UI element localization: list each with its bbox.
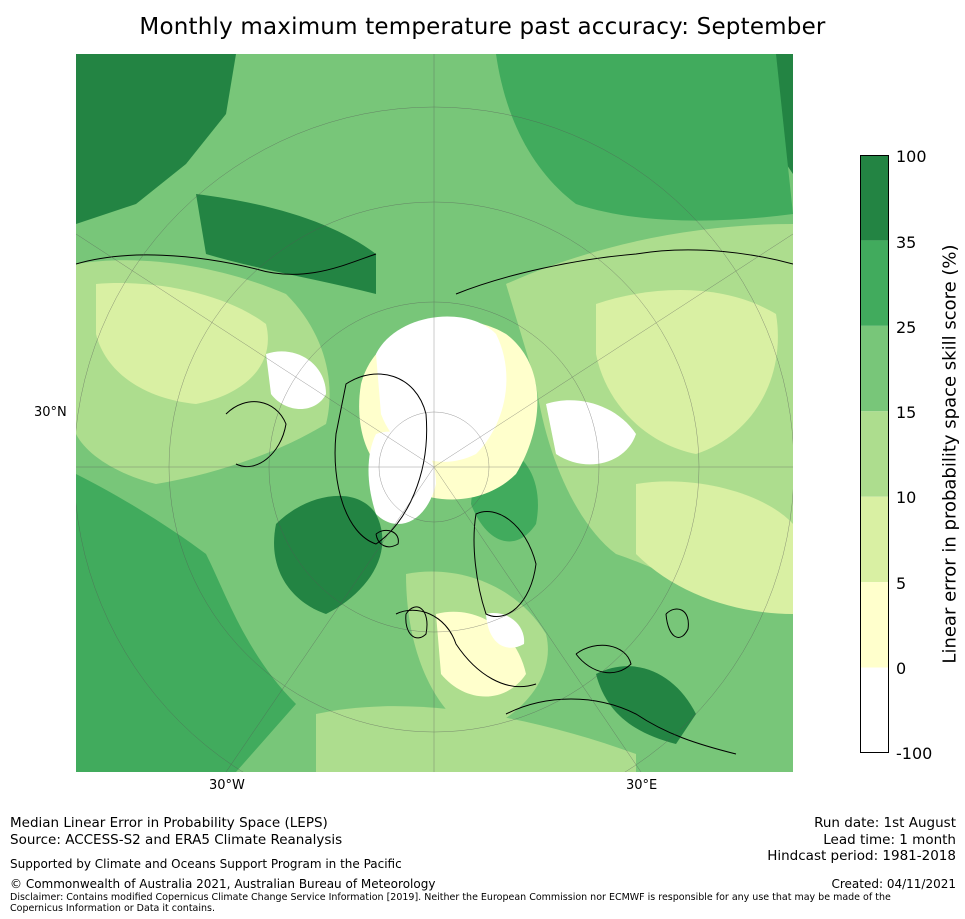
colorbar-tick-5: 5 (896, 574, 907, 593)
map-title: Monthly maximum temperature past accurac… (139, 14, 826, 40)
colorbar-tick-15: 15 (896, 403, 917, 422)
coastline-eurasia-north (455, 249, 793, 295)
coastline-greenland (334, 373, 428, 545)
skill-region-white-siberia (546, 400, 636, 465)
graticule-meridian-nw (76, 233, 435, 468)
graticule (76, 54, 793, 772)
skill-region-dark-atlantic-south (274, 495, 383, 614)
skill-region-pale-canada (96, 283, 268, 404)
footer-copyright: © Commonwealth of Australia 2021, Austra… (10, 877, 436, 891)
skill-region-pale-siberia (596, 290, 778, 454)
colorbar-bin-25-35 (860, 240, 889, 326)
colorbar-label: Linear error in probability space skill … (939, 244, 961, 664)
graticule-meridian-30e (433, 466, 642, 772)
skill-region-dark-atlantic (76, 54, 236, 224)
footer-lead-time: Lead time: 1 month (823, 832, 956, 848)
colorbar-tick-minus100: -100 (896, 744, 933, 763)
skill-region-medium-4 (496, 54, 793, 221)
coastline-britain (405, 606, 428, 639)
lon-label-30w: 30°W (209, 778, 245, 793)
skill-region-white-canada (266, 351, 326, 409)
lon-label-30e: 30°E (626, 778, 658, 793)
coastline-black-sea (575, 644, 632, 674)
colorbar-bin-35-100 (860, 155, 889, 241)
lat-label-30n: 30°N (34, 405, 67, 420)
coastline-mediterranean (505, 698, 737, 755)
footer-created: Created: 04/11/2021 (831, 877, 956, 891)
colorbar-bin-5-10 (860, 496, 889, 583)
skill-region-white-greenland (368, 431, 436, 524)
colorbar-tick-10: 10 (896, 488, 917, 507)
footer-method: Median Linear Error in Probability Space… (10, 815, 328, 831)
skill-score-map (76, 54, 793, 772)
footer-source: Source: ACCESS-S2 and ERA5 Climate Reana… (10, 832, 343, 848)
skill-region-white-europe (486, 613, 525, 648)
skill-region-medium (76, 474, 296, 772)
coastline-iceland (375, 529, 399, 548)
skill-region-light-africa (316, 706, 636, 772)
colorbar-tick-0: 0 (896, 659, 907, 678)
colorbar-frame (860, 155, 889, 753)
skill-region-pale-asia (636, 481, 793, 614)
colorbar-tick-100: 100 (896, 147, 927, 166)
coastline-hudson-bay (225, 401, 287, 468)
coastlines (76, 249, 793, 755)
graticule-meridian-ne (433, 233, 793, 468)
footer-run-date: Run date: 1st August (814, 815, 956, 831)
footer-support: Supported by Climate and Oceans Support … (10, 857, 402, 871)
coastline-europe (395, 609, 537, 688)
colorbar-bin-0-5 (860, 582, 889, 668)
skill-region-white-arctic (376, 316, 507, 462)
footer-hindcast: Hindcast period: 1981-2018 (767, 848, 956, 864)
skill-region-dark-mediterranean (596, 666, 696, 744)
colorbar (860, 155, 889, 753)
colorbar-bin-15-25 (860, 325, 889, 412)
footer-disclaimer: Disclaimer: Contains modified Copernicus… (10, 892, 891, 914)
colorbar-tick-35: 35 (896, 233, 917, 252)
colorbar-tick-25: 25 (896, 318, 917, 337)
coastline-north-america (76, 253, 377, 275)
graticule-meridian-30w (225, 466, 435, 772)
coastline-caspian (665, 608, 689, 638)
colorbar-bin--100-0 (860, 667, 889, 753)
colorbar-bin-10-15 (860, 411, 889, 497)
coastline-scandinavia (473, 511, 537, 617)
